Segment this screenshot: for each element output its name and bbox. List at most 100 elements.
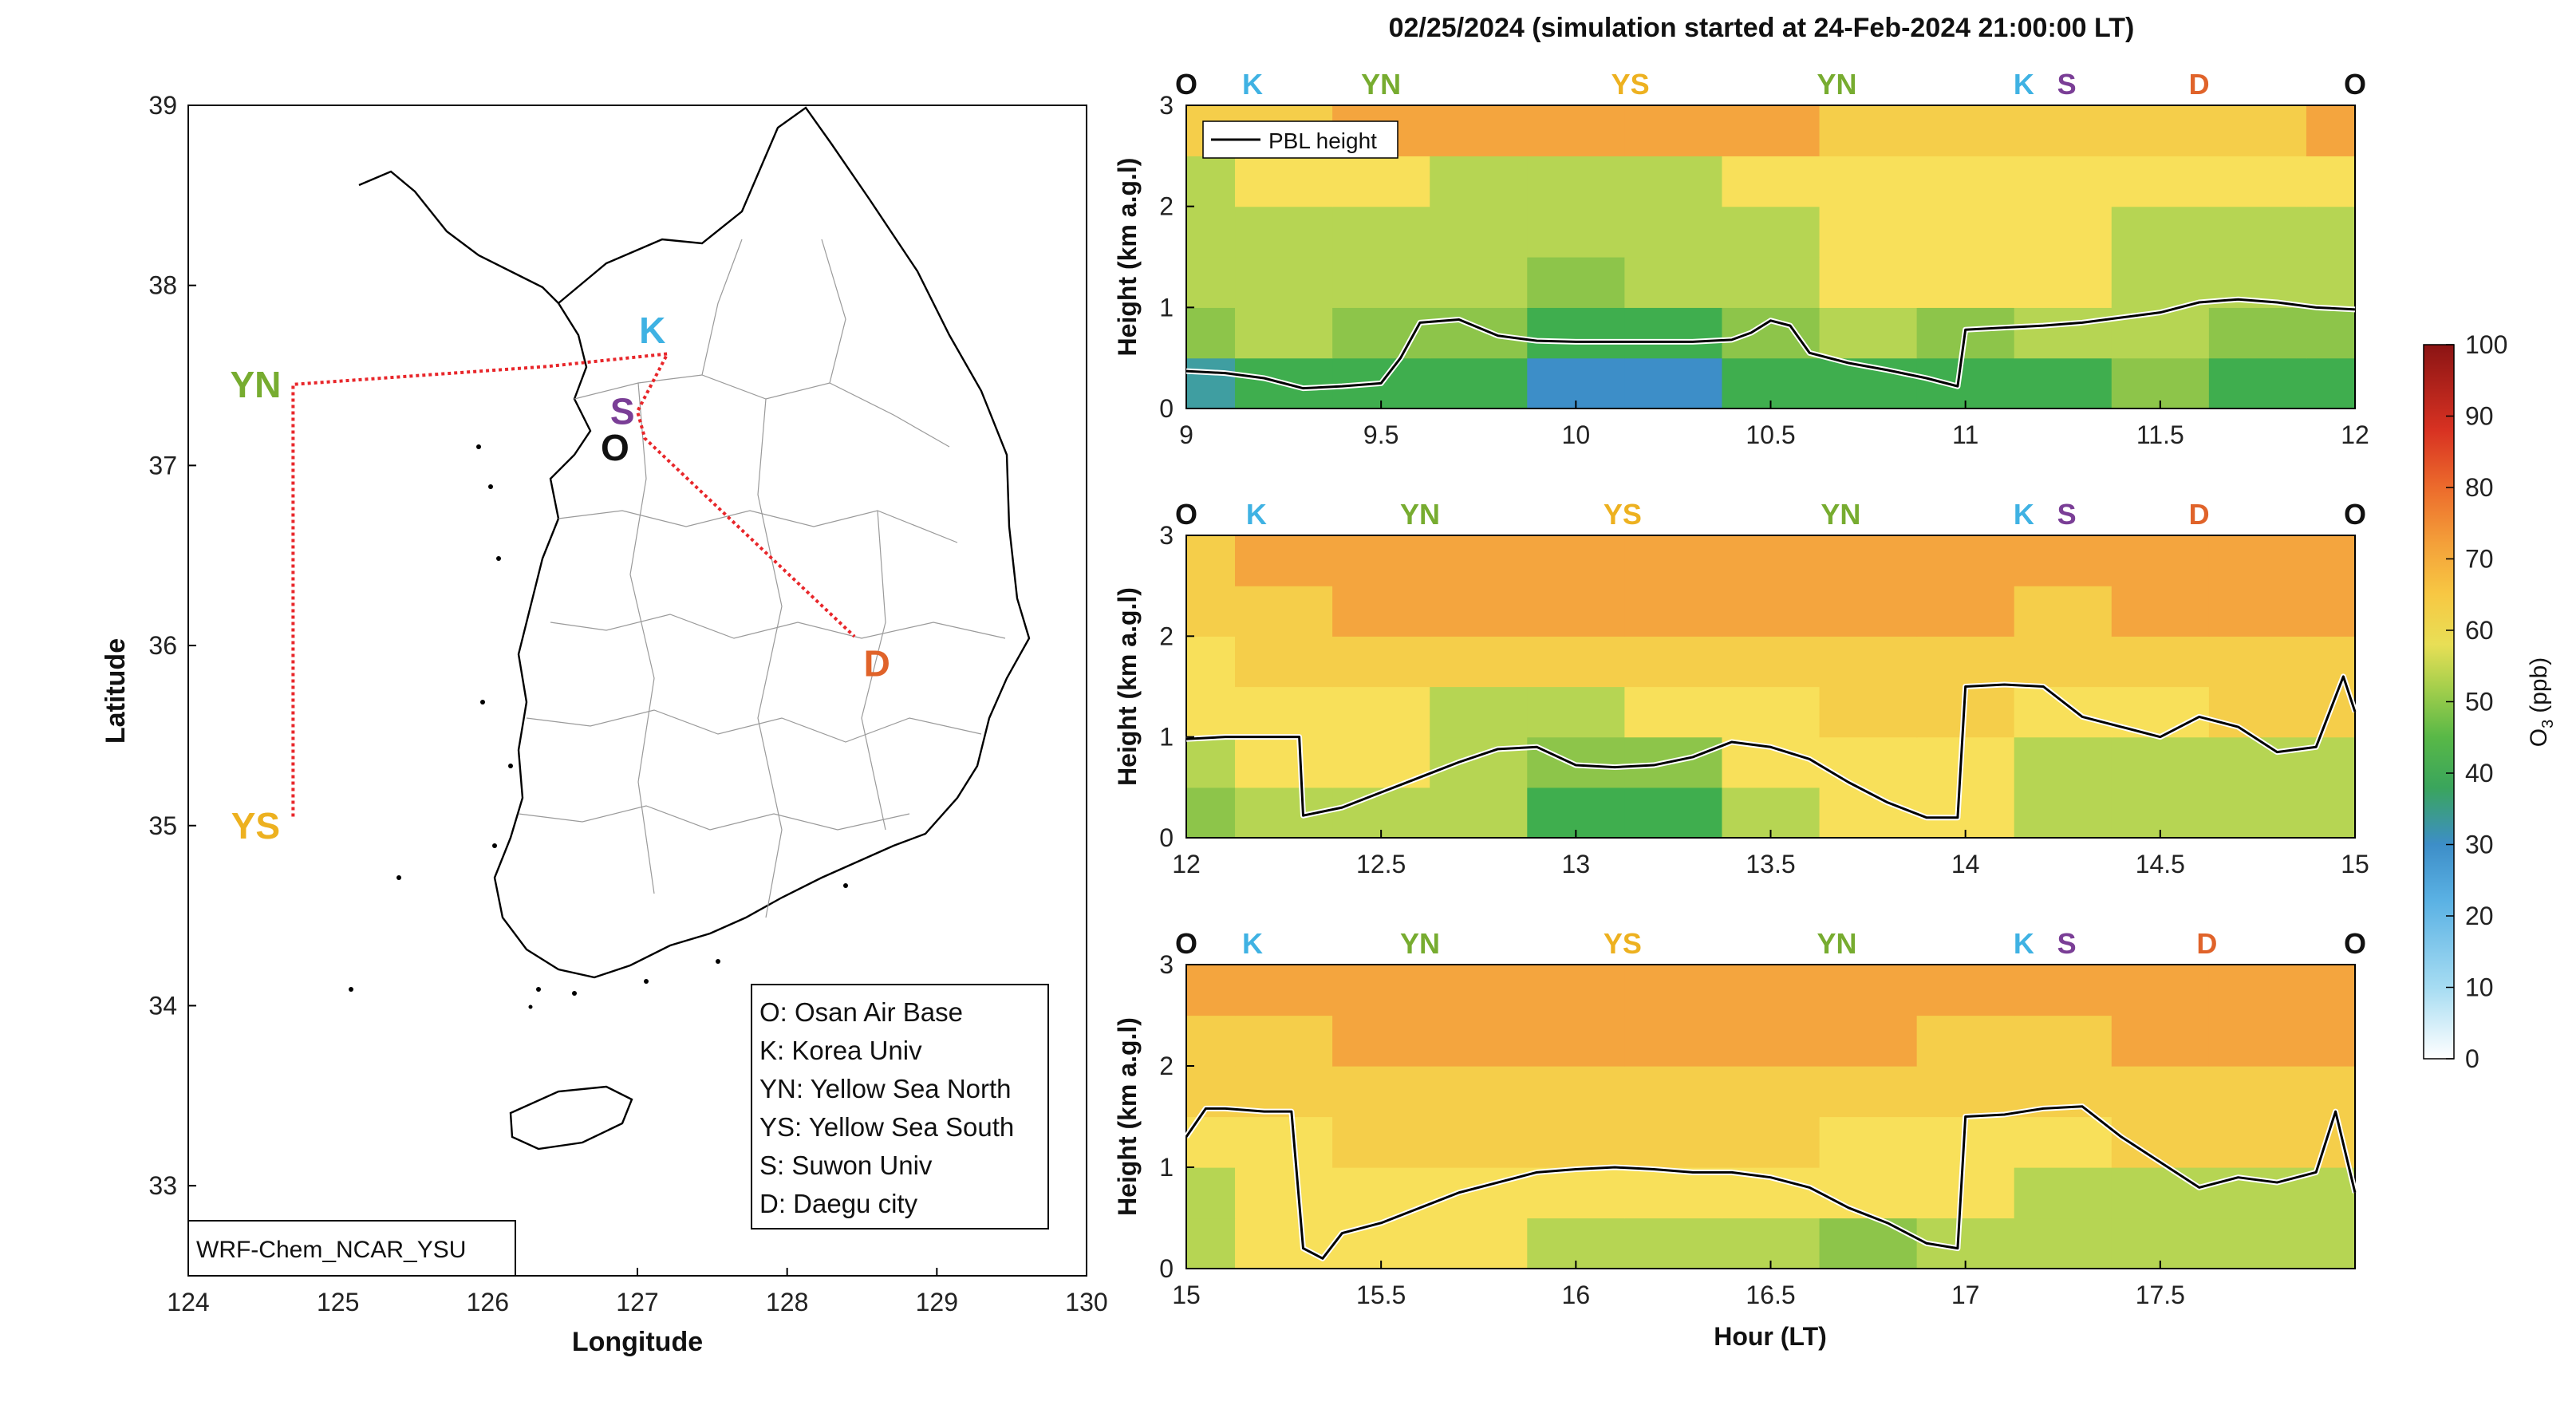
curtain-y-tick-label: 0 bbox=[1159, 823, 1174, 852]
map-ylabel: Latitude bbox=[101, 638, 131, 744]
o3-cell bbox=[2306, 105, 2356, 156]
o3-cell bbox=[1819, 965, 1918, 1016]
o3-cell bbox=[1722, 535, 1821, 586]
o3-cell bbox=[2208, 1218, 2307, 1269]
o3-cell bbox=[1235, 736, 1333, 788]
o3-cell bbox=[1430, 357, 1528, 409]
o3-cell bbox=[1722, 307, 1821, 359]
o3-cell bbox=[1186, 1218, 1236, 1269]
o3-cell bbox=[1527, 1015, 1625, 1067]
o3-cell bbox=[2306, 1167, 2356, 1219]
o3-cell bbox=[1819, 1066, 1918, 1118]
map-coastline bbox=[358, 106, 1031, 1151]
o3-cell bbox=[1430, 586, 1528, 637]
o3-cell bbox=[1235, 257, 1333, 308]
o3-cell bbox=[2208, 1066, 2307, 1118]
curtain-site-label-k: K bbox=[1242, 68, 1263, 101]
northern-coast-outline bbox=[358, 170, 559, 304]
curtain-site-label-yn: YN bbox=[1400, 927, 1440, 960]
pbl-legend-label: PBL height bbox=[1268, 128, 1377, 153]
curtain-ylabel: Height (km a.g.l) bbox=[1113, 158, 1142, 357]
curtain-panel-3: 15 15.5 16 16.5 17 17.5 0 1 2 3 Height (km a.g.l) O… bbox=[1113, 927, 2366, 1309]
o3-cell bbox=[2208, 105, 2307, 156]
o3-cell bbox=[1527, 307, 1625, 359]
o3-cell bbox=[1235, 1015, 1333, 1067]
o3-cell bbox=[2306, 357, 2356, 409]
curtain-x-tick-label: 10.5 bbox=[1746, 420, 1795, 449]
pbl-height-line bbox=[1185, 298, 2356, 390]
o3-cell bbox=[2014, 206, 2112, 258]
hour-xlabel: Hour (LT) bbox=[1714, 1322, 1827, 1351]
curtain-y-tick-label: 2 bbox=[1159, 192, 1174, 221]
map-y-tick-label: 37 bbox=[148, 451, 177, 480]
site-legend-box bbox=[751, 984, 1049, 1229]
o3-cell bbox=[2306, 206, 2356, 258]
o3-cell bbox=[1722, 1116, 1821, 1168]
o3-cell bbox=[1430, 965, 1528, 1016]
o3-cell bbox=[1916, 1066, 2015, 1118]
o3-cell bbox=[1624, 307, 1723, 359]
o3-cell bbox=[1819, 1116, 1918, 1168]
site-legend-item: K: Korea Univ bbox=[759, 1036, 922, 1065]
colorbar-label-unit: (ppb) bbox=[2526, 657, 2552, 713]
map-x-tick-label: 130 bbox=[1065, 1288, 1107, 1316]
o3-cell bbox=[1332, 1066, 1430, 1118]
curtain-x-tick-label: 12 bbox=[2341, 420, 2369, 449]
colorbar-tick-label: 70 bbox=[2465, 545, 2494, 574]
curtain-site-label-ys: YS bbox=[1604, 498, 1642, 531]
curtain-x-tick-label: 9.5 bbox=[1363, 420, 1398, 449]
site-legend-item: O: Osan Air Base bbox=[759, 997, 963, 1027]
o3-cell bbox=[1430, 636, 1528, 688]
o3-cell bbox=[2208, 736, 2307, 788]
o3-cell bbox=[1916, 535, 2015, 586]
o3-cell bbox=[1624, 686, 1723, 738]
curtain-y-tick-label: 3 bbox=[1159, 950, 1174, 979]
map-x-tick-label: 124 bbox=[167, 1288, 209, 1316]
o3-cell bbox=[1332, 1116, 1430, 1168]
o3-cell bbox=[1624, 1116, 1723, 1168]
o3-cell bbox=[2208, 686, 2307, 738]
map-site-layer: O KS D YN YS bbox=[230, 310, 890, 847]
curtain-y-tick-label: 3 bbox=[1159, 521, 1174, 550]
curtain-y-tick-label: 2 bbox=[1159, 622, 1174, 650]
model-label: WRF-Chem_NCAR_YSU bbox=[196, 1237, 466, 1263]
o3-cell bbox=[1527, 535, 1625, 586]
o3-cell bbox=[2208, 636, 2307, 688]
model-label-box bbox=[187, 1220, 516, 1277]
curtain-site-label-d: D bbox=[2189, 68, 2210, 101]
colorbar-tick-label: 30 bbox=[2465, 831, 2494, 859]
site-legend-item: YS: Yellow Sea South bbox=[759, 1112, 1014, 1142]
curtain-site-label-ys: YS bbox=[1604, 927, 1642, 960]
map-y-tick-label: 33 bbox=[148, 1171, 177, 1200]
map-y-tick-label: 36 bbox=[148, 631, 177, 660]
o3-cell bbox=[2111, 156, 2210, 207]
o3-cell bbox=[1332, 686, 1430, 738]
o3-cell bbox=[1186, 686, 1236, 738]
o3-cell bbox=[1722, 1066, 1821, 1118]
o3-cell bbox=[1527, 1167, 1625, 1219]
o3-cell bbox=[1527, 1218, 1625, 1269]
curtain-site-label-k: K bbox=[1242, 927, 1263, 960]
curtain-x-tick-label: 15.5 bbox=[1356, 1281, 1406, 1309]
o3-cell bbox=[1624, 636, 1723, 688]
o3-cell bbox=[1332, 257, 1430, 308]
o3-cell bbox=[1916, 156, 2015, 207]
curtain-ylabel: Height (km a.g.l) bbox=[1113, 1017, 1142, 1216]
map-y-ticks: 33 34 35 36 37 38 39 bbox=[148, 91, 196, 1200]
map-x-tick-label: 129 bbox=[916, 1288, 958, 1316]
curtain-y-tick-label: 0 bbox=[1159, 1254, 1174, 1283]
o3-cell bbox=[1186, 736, 1236, 788]
map-admin-boundaries bbox=[518, 239, 1006, 918]
map-route-layer bbox=[291, 352, 856, 817]
o3-cell bbox=[2014, 105, 2112, 156]
curtain-site-label-yn: YN bbox=[1817, 927, 1857, 960]
o3-cell bbox=[1916, 1015, 2015, 1067]
o3-cell bbox=[1235, 1218, 1333, 1269]
o3-cell bbox=[1186, 787, 1236, 839]
pbl-height-line bbox=[1185, 1105, 2357, 1260]
o3-cell bbox=[1527, 1116, 1625, 1168]
map-site-label-s: S bbox=[610, 391, 635, 432]
colorbar-tick-label: 50 bbox=[2465, 688, 2494, 716]
